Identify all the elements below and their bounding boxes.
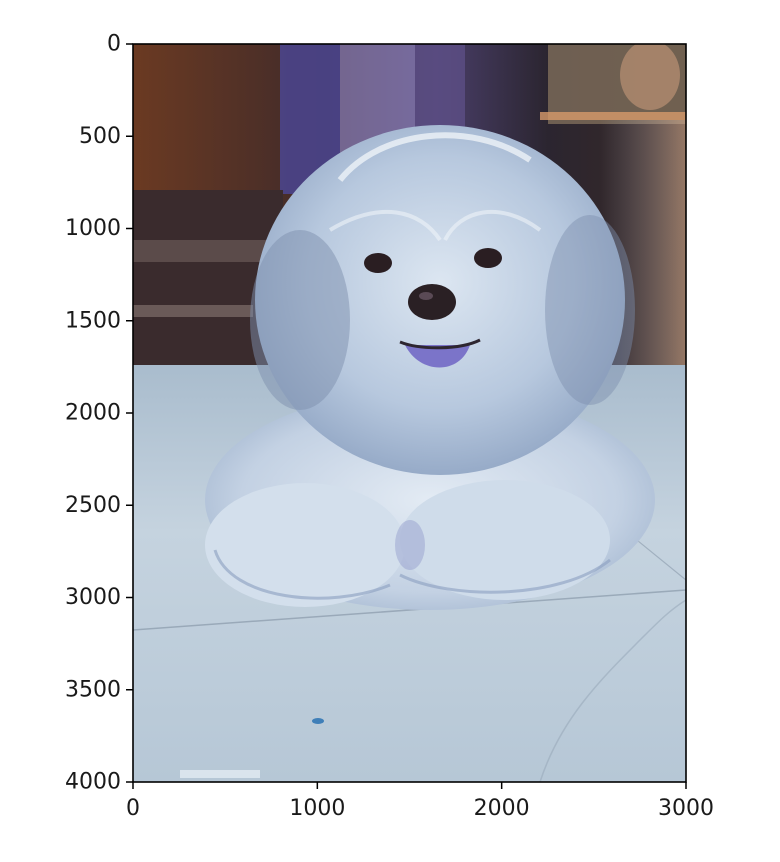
y-tick-label: 0	[107, 32, 121, 57]
y-tick-label: 2500	[65, 493, 121, 518]
x-tick-label: 0	[126, 796, 140, 821]
y-tick-label: 4000	[65, 770, 121, 795]
y-tick-label: 2000	[65, 401, 121, 426]
dog-photo-image	[133, 44, 686, 782]
y-tick-label: 3500	[65, 677, 121, 702]
x-tick-label: 2000	[474, 796, 530, 821]
x-tick-label: 3000	[658, 796, 714, 821]
y-tick-label: 3000	[65, 585, 121, 610]
y-tick-label: 500	[79, 124, 121, 149]
x-axis: 0 1000 2000 3000	[126, 782, 714, 821]
y-tick-label: 1000	[65, 216, 121, 241]
x-tick-label: 1000	[289, 796, 345, 821]
y-tick-label: 1500	[65, 308, 121, 333]
y-axis: 0 500 1000 1500 2000 2500 3000 3500 4000	[65, 32, 133, 795]
